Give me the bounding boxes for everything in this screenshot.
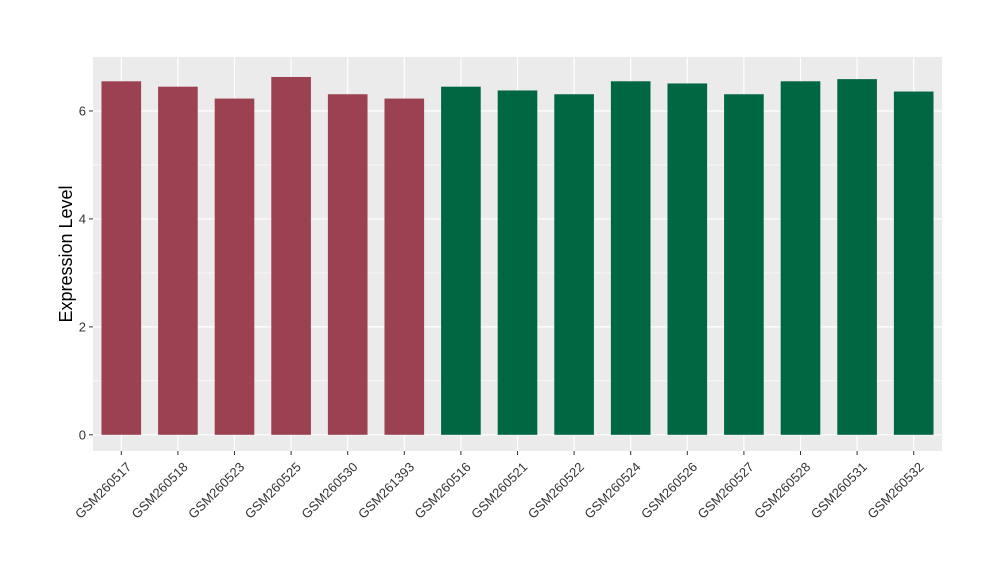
- x-tick-label: GSM260516: [412, 459, 474, 521]
- bar-GSM260530: [327, 94, 368, 435]
- bar-GSM260518: [158, 86, 198, 435]
- bar-GSM260521: [497, 90, 538, 435]
- y-tick-label: 6: [79, 103, 86, 118]
- bar-GSM260526: [667, 83, 708, 435]
- x-tick-label: GSM260524: [581, 459, 643, 521]
- bar-GSM260527: [724, 94, 764, 435]
- x-tick-label: GSM260528: [751, 459, 813, 521]
- x-tick-label: GSM260522: [525, 459, 587, 521]
- y-tick-label: 4: [79, 211, 86, 226]
- x-tick-label: GSM260527: [695, 459, 757, 521]
- x-axis: GSM260517GSM260518GSM260523GSM260525GSM2…: [72, 451, 927, 522]
- y-tick-label: 0: [79, 427, 86, 442]
- x-tick-label: GSM260523: [185, 459, 247, 521]
- bar-GSM260517: [101, 81, 142, 435]
- bar-GSM260522: [554, 94, 594, 435]
- y-tick-label: 2: [79, 319, 86, 334]
- bar-GSM260532: [893, 91, 934, 435]
- x-tick-label: GSM260526: [638, 459, 700, 521]
- bar-GSM260516: [441, 86, 481, 435]
- y-axis: 0 2 4 6: [79, 103, 93, 442]
- bars: [101, 76, 934, 435]
- x-tick-label: GSM260532: [864, 459, 926, 521]
- bar-GSM260531: [837, 79, 877, 435]
- x-tick-label: GSM260518: [129, 459, 191, 521]
- bar-GSM260525: [271, 76, 311, 435]
- bar-GSM260528: [780, 81, 821, 435]
- x-tick-label: GSM260531: [808, 459, 870, 521]
- bar-GSM260524: [610, 81, 651, 435]
- x-tick-label: GSM261393: [355, 459, 417, 521]
- x-tick-label: GSM260517: [72, 459, 134, 521]
- y-axis-label: Expression Level: [56, 185, 76, 322]
- x-tick-label: GSM260521: [468, 459, 530, 521]
- x-tick-label: GSM260525: [242, 459, 304, 521]
- bar-GSM260523: [214, 98, 255, 435]
- x-tick-label: GSM260530: [298, 459, 360, 521]
- bar-GSM261393: [384, 98, 425, 435]
